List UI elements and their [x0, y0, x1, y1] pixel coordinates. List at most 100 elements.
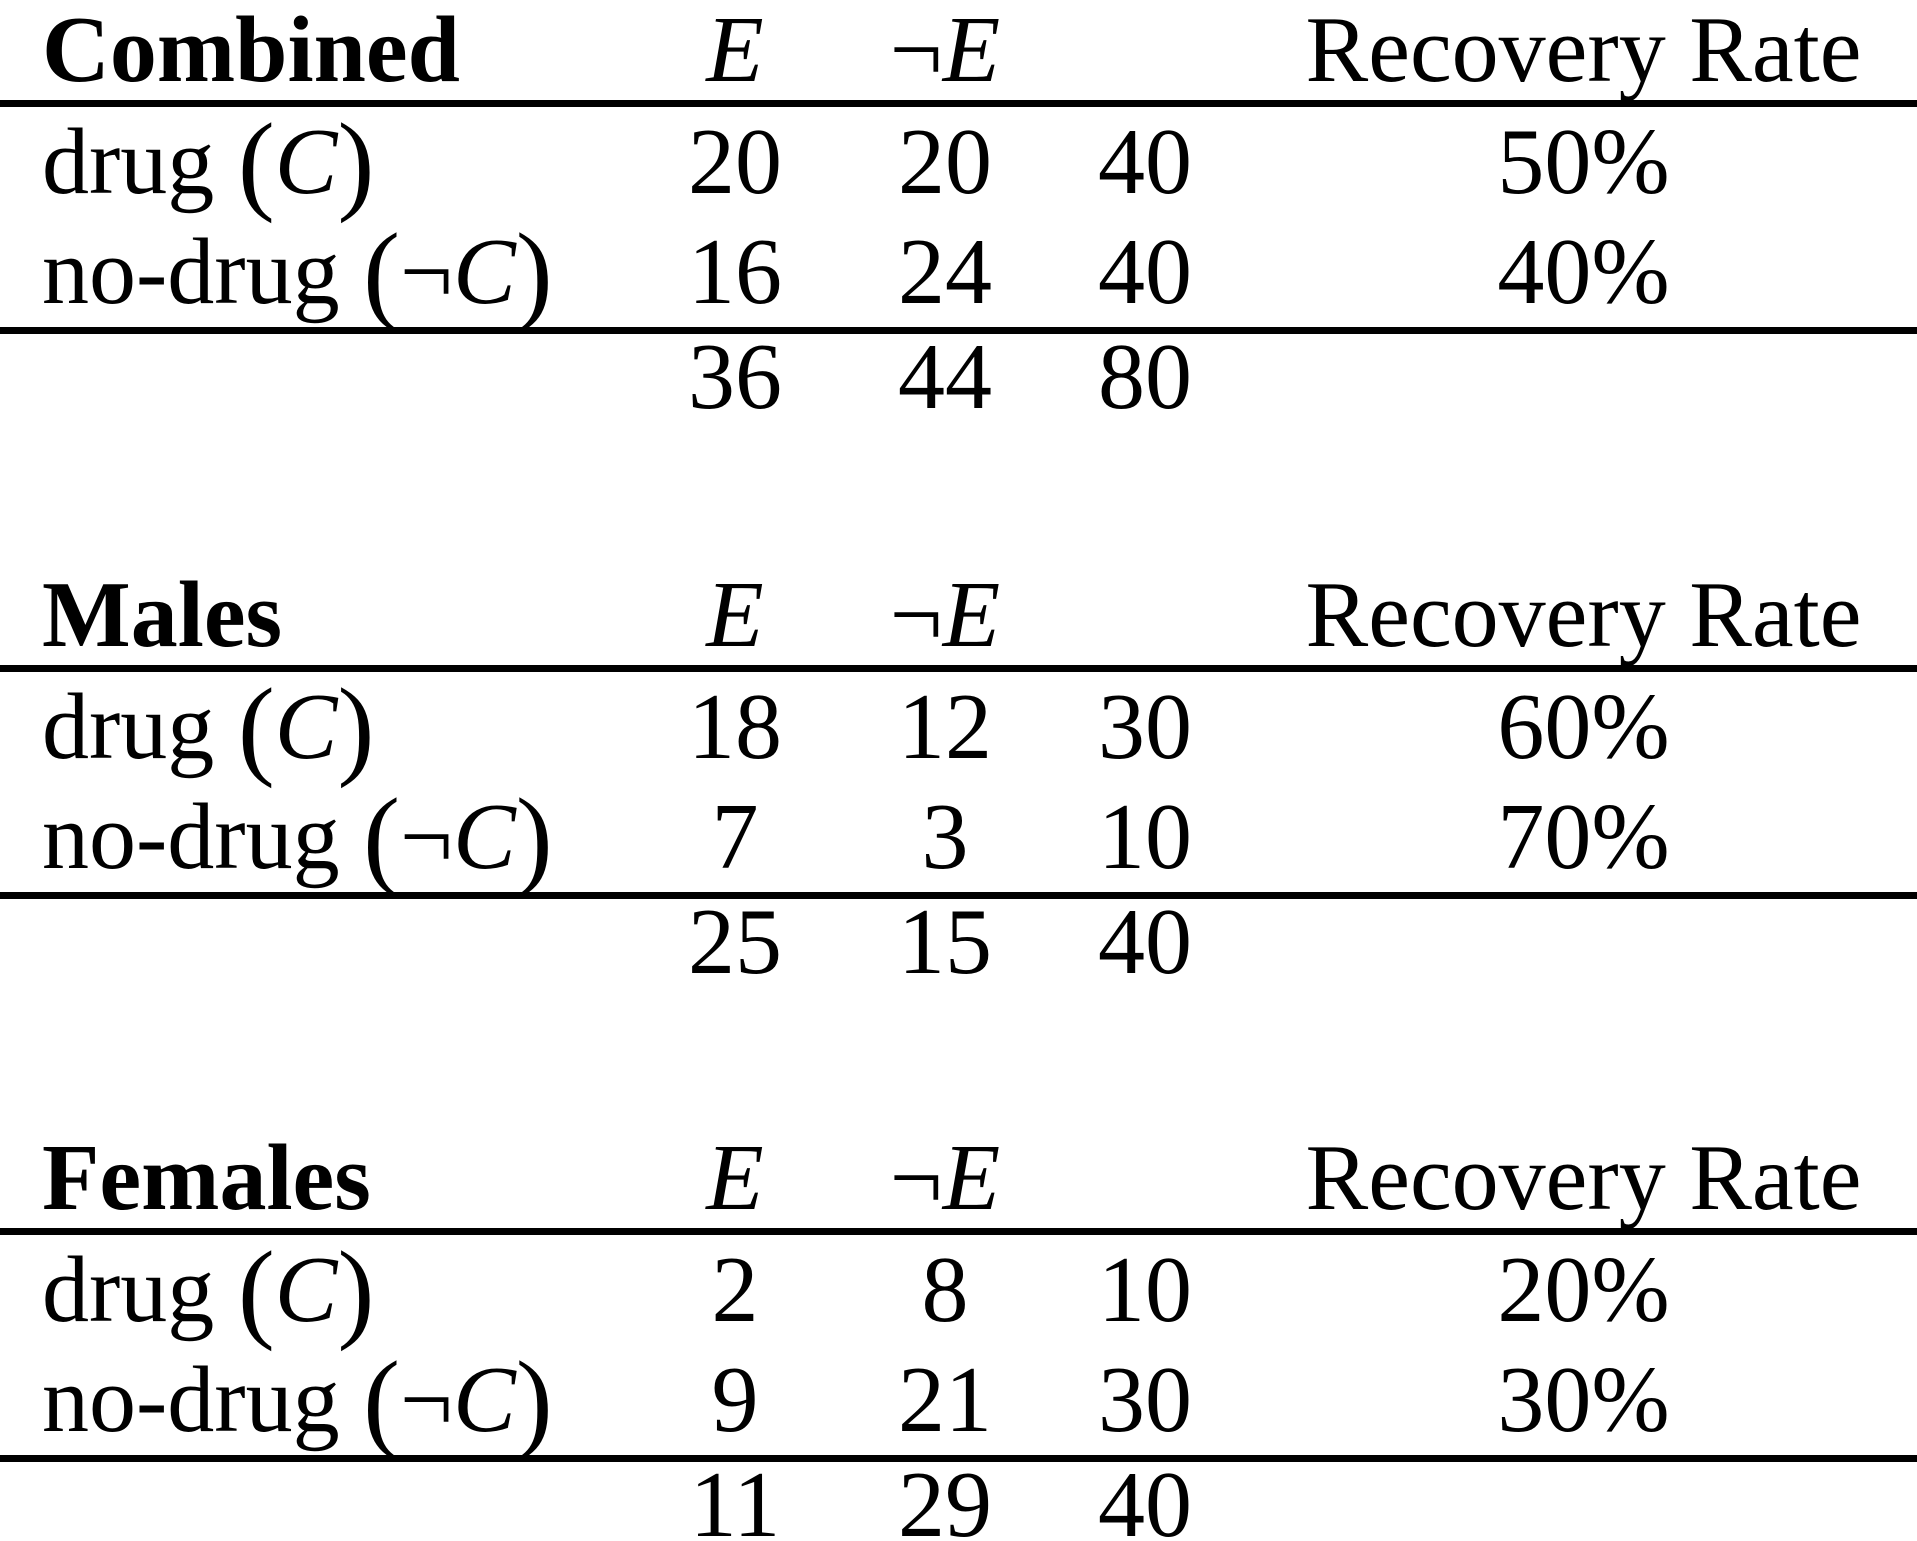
table-header-row: Males E ¬E Recovery Rate — [0, 565, 1917, 672]
paren-open: ( — [237, 665, 275, 789]
cell-recovery-rate: 40% — [1497, 220, 1670, 324]
e-symbol: E — [942, 0, 1001, 102]
row-label: drug (C) — [0, 672, 620, 783]
cell-row-total: 30 — [1098, 1348, 1192, 1452]
table-females: Females E ¬E Recovery Rate drug (C) 2 8 … — [0, 1128, 1917, 1541]
col-header-e: E — [620, 568, 850, 662]
total-not-e: 15 — [898, 889, 992, 994]
table-totals-row: 36 44 80 — [0, 330, 1917, 424]
paren-open: ( — [237, 1228, 275, 1352]
cell-e: 16 — [688, 220, 782, 324]
total-e: 11 — [689, 1452, 781, 1541]
col-header-recovery-rate: Recovery Rate — [1305, 563, 1862, 667]
cell-e: 18 — [688, 675, 782, 779]
grand-total: 40 — [1098, 1452, 1192, 1541]
table-row-drug: drug (C) 18 12 30 60% — [0, 672, 1917, 783]
col-header-not-e: ¬E — [850, 568, 1040, 662]
row-label-word: drug — [42, 675, 238, 779]
not-sign: ¬ — [400, 1348, 454, 1452]
table-males: Males E ¬E Recovery Rate drug (C) 18 12 … — [0, 565, 1917, 989]
table-totals-row: 25 15 40 — [0, 895, 1917, 989]
c-symbol: C — [274, 1238, 338, 1342]
row-label: no-drug (¬C) — [0, 1345, 620, 1456]
c-symbol: C — [453, 785, 516, 889]
total-not-e: 44 — [898, 324, 992, 429]
table-row-no-drug: no-drug (¬C) 7 3 10 70% — [0, 782, 1917, 899]
paren-close: ) — [515, 775, 553, 899]
cell-recovery-rate: 30% — [1497, 1348, 1670, 1452]
table-title: Males — [42, 563, 283, 667]
row-label-word: drug — [42, 1238, 238, 1342]
cell-e: 9 — [711, 1348, 759, 1452]
paren-open: ( — [363, 210, 401, 334]
table-title: Females — [42, 1126, 371, 1230]
cell-not-e: 8 — [921, 1238, 969, 1342]
total-e: 25 — [688, 889, 782, 994]
grand-total: 80 — [1098, 324, 1192, 429]
col-header-e: E — [620, 3, 850, 97]
row-label-word: drug — [42, 110, 238, 214]
cell-row-total: 40 — [1098, 110, 1192, 214]
cell-e: 2 — [711, 1238, 759, 1342]
table-combined: Combined E ¬E Recovery Rate drug (C) 20 … — [0, 0, 1917, 424]
paren-close: ) — [515, 1338, 553, 1462]
col-header-not-e: ¬E — [850, 3, 1040, 97]
cell-row-total: 10 — [1098, 1238, 1192, 1342]
c-symbol: C — [274, 675, 338, 779]
col-header-recovery-rate: Recovery Rate — [1305, 0, 1862, 102]
cell-e: 20 — [688, 110, 782, 214]
row-label-word: no-drug — [42, 1348, 364, 1452]
e-symbol: E — [942, 1126, 1001, 1230]
table-header-row: Combined E ¬E Recovery Rate — [0, 0, 1917, 107]
row-label-word: no-drug — [42, 220, 364, 324]
cell-recovery-rate: 70% — [1497, 785, 1670, 889]
c-symbol: C — [453, 1348, 516, 1452]
paren-open: ( — [363, 775, 401, 899]
table-totals-row: 11 29 40 — [0, 1458, 1917, 1541]
table-header-row: Females E ¬E Recovery Rate — [0, 1128, 1917, 1235]
grand-total: 40 — [1098, 889, 1192, 994]
not-sign: ¬ — [889, 563, 943, 667]
row-label: drug (C) — [0, 1235, 620, 1346]
table-row-no-drug: no-drug (¬C) 16 24 40 40% — [0, 217, 1917, 334]
e-symbol: E — [706, 563, 764, 667]
paren-close: ) — [337, 665, 375, 789]
col-header-recovery-rate: Recovery Rate — [1305, 1126, 1862, 1230]
c-symbol: C — [274, 110, 338, 214]
cell-not-e: 24 — [898, 220, 992, 324]
cell-row-total: 30 — [1098, 675, 1192, 779]
total-not-e: 29 — [898, 1452, 992, 1541]
cell-recovery-rate: 60% — [1497, 675, 1670, 779]
cell-not-e: 3 — [921, 785, 969, 889]
e-symbol: E — [706, 1126, 764, 1230]
not-sign: ¬ — [889, 0, 943, 102]
paren-open: ( — [237, 100, 275, 224]
paren-close: ) — [337, 1228, 375, 1352]
not-sign: ¬ — [400, 785, 454, 889]
cell-not-e: 12 — [898, 675, 992, 779]
e-symbol: E — [942, 563, 1001, 667]
cell-recovery-rate: 50% — [1497, 110, 1670, 214]
not-sign: ¬ — [889, 1126, 943, 1230]
row-label: no-drug (¬C) — [0, 782, 620, 893]
total-e: 36 — [688, 324, 782, 429]
col-header-not-e: ¬E — [850, 1131, 1040, 1225]
table-title: Combined — [42, 0, 460, 102]
table-row-no-drug: no-drug (¬C) 9 21 30 30% — [0, 1345, 1917, 1462]
cell-e: 7 — [711, 785, 759, 889]
not-sign: ¬ — [400, 220, 454, 324]
paren-close: ) — [515, 210, 553, 334]
cell-row-total: 10 — [1098, 785, 1192, 889]
c-symbol: C — [453, 220, 516, 324]
col-header-e: E — [620, 1131, 850, 1225]
e-symbol: E — [706, 0, 764, 102]
row-label: no-drug (¬C) — [0, 217, 620, 328]
cell-not-e: 20 — [898, 110, 992, 214]
cell-row-total: 40 — [1098, 220, 1192, 324]
paren-close: ) — [337, 100, 375, 224]
table-row-drug: drug (C) 2 8 10 20% — [0, 1235, 1917, 1346]
row-label-word: no-drug — [42, 785, 364, 889]
table-row-drug: drug (C) 20 20 40 50% — [0, 107, 1917, 218]
cell-not-e: 21 — [898, 1348, 992, 1452]
